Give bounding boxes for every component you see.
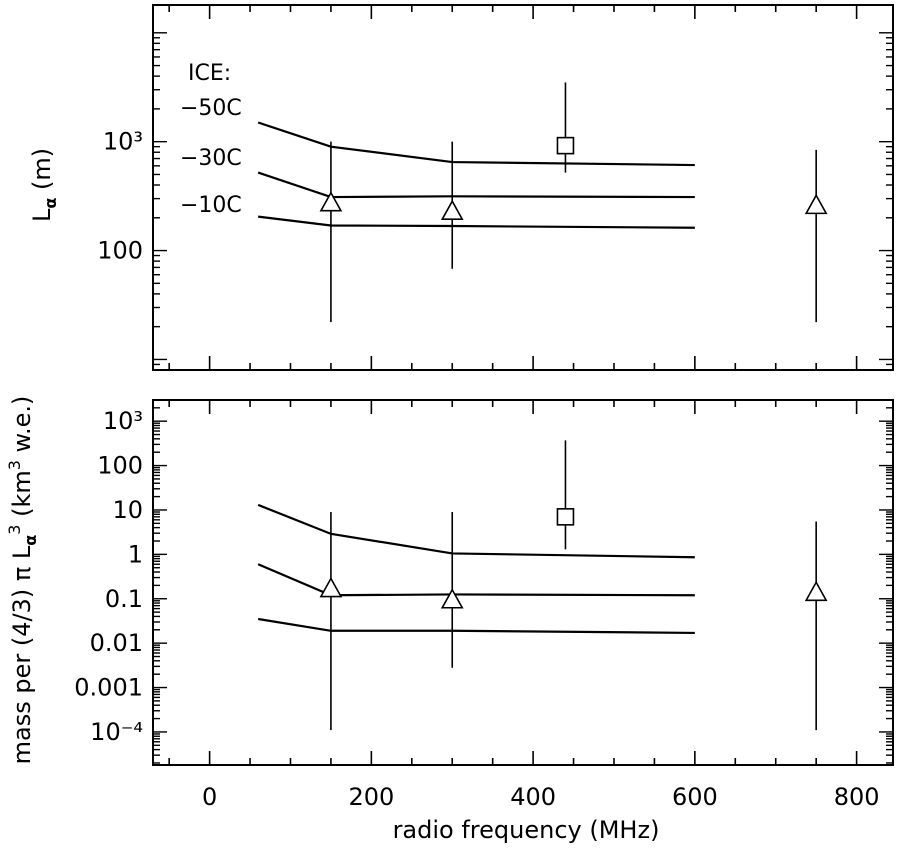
bottom-series-line-1 <box>257 563 695 597</box>
x-tick-label: 600 <box>672 783 718 811</box>
bottom-triangle-marker <box>440 588 464 609</box>
bottom-triangle-marker <box>319 576 343 598</box>
annotation-minus50c: −50C <box>180 96 242 121</box>
bottom-ytick-label: 0.1 <box>105 585 143 613</box>
bottom-ytick-label: 10 <box>112 496 143 524</box>
annotation-minus30c: −30C <box>180 146 242 171</box>
x-tick-label: 800 <box>834 783 880 811</box>
bottom-frame <box>152 399 894 766</box>
x-tick-label: 0 <box>202 783 217 811</box>
bottom-ytick-label: 1 <box>128 540 143 568</box>
bottom-series-line-2 <box>257 617 695 635</box>
bottom-y-axis-title: mass per (4/3) π Lα3 (km3 w.e.) <box>5 396 40 765</box>
x-tick-label: 200 <box>348 783 394 811</box>
bottom-ytick-label: 10³ <box>103 407 143 435</box>
annotation-ice: ICE: <box>188 61 231 86</box>
bottom-ytick-label: 100 <box>97 452 143 480</box>
top-ytick-label: 100 <box>97 237 143 265</box>
top-frame <box>152 4 894 371</box>
top-triangle-marker <box>440 199 464 220</box>
top-panel: 100 10³ ICE: −50C −30C −10C <box>97 4 894 371</box>
top-plot-area: 100 10³ <box>97 4 894 371</box>
bottom-series-line-0 <box>257 503 695 559</box>
top-y-axis-title: Lα (m) <box>28 148 60 222</box>
bottom-ytick-label: 10⁻⁴ <box>90 718 143 746</box>
top-triangle-marker <box>804 193 828 215</box>
bottom-plot-area: 10⁻⁴ 0.001 0.01 0.1 1 10 100 10³ 0 200 400 600 800 <box>74 399 894 811</box>
bottom-ytick-label: 0.001 <box>74 674 143 702</box>
x-tick-label: 400 <box>510 783 556 811</box>
annotation-minus10c: −10C <box>180 193 242 218</box>
bottom-panel: 10⁻⁴ 0.001 0.01 0.1 1 10 100 10³ 0 200 400 600 800 <box>74 399 894 811</box>
top-series-line-0 <box>257 121 695 167</box>
top-square-marker <box>556 136 575 155</box>
top-triangle-marker <box>319 191 343 212</box>
top-ytick-label: 10³ <box>103 128 143 156</box>
bottom-ytick-label: 0.01 <box>90 629 143 657</box>
bottom-triangle-marker <box>804 580 828 602</box>
top-series-line-2 <box>258 215 695 229</box>
top-series-line-1 <box>257 171 695 199</box>
x-axis-title: radio frequency (MHz) <box>393 816 660 844</box>
bottom-square-marker <box>556 508 575 526</box>
